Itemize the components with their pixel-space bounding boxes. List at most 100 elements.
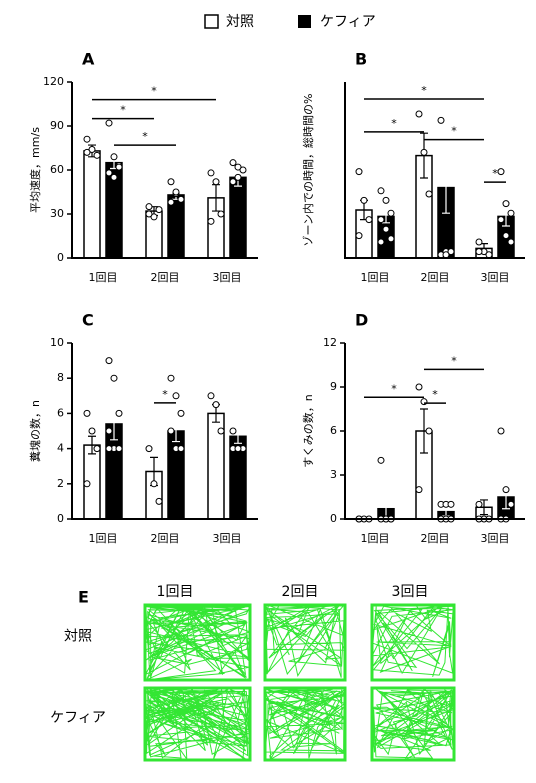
x-tick-label: 2回目 (421, 271, 450, 284)
data-point (167, 427, 175, 435)
data-point (110, 173, 118, 181)
y-tick-label: 120 (43, 75, 64, 88)
arena-border (370, 603, 456, 682)
data-point (377, 187, 385, 195)
data-point (167, 374, 175, 382)
legend-label: ケフィア (320, 14, 376, 30)
x-tick-label: 1回目 (89, 532, 118, 545)
error-bar (172, 419, 180, 443)
significance-label: * (451, 125, 457, 138)
data-point (217, 210, 225, 218)
data-point (150, 213, 158, 221)
data-point (145, 210, 153, 218)
data-point (387, 209, 395, 217)
data-point (167, 178, 175, 186)
y-tick-label: 8 (57, 371, 64, 384)
y-tick-label: 0 (330, 512, 337, 525)
data-point (234, 163, 242, 171)
data-point (105, 357, 113, 365)
arena-border (143, 603, 252, 682)
data-point (105, 445, 113, 453)
data-point (229, 159, 237, 167)
panel-label: D (355, 311, 368, 330)
data-point (155, 206, 163, 214)
data-point (105, 169, 113, 177)
error-bar (420, 408, 428, 454)
data-point (442, 251, 450, 259)
x-tick-label: 1回目 (361, 271, 390, 284)
x-tick-label: 3回目 (481, 532, 510, 545)
data-point (110, 153, 118, 161)
arena-border (143, 686, 252, 762)
arena-border (263, 686, 347, 762)
y-tick-label: 0 (57, 512, 64, 525)
y-tick-label: 60 (50, 163, 64, 176)
x-tick-label: 2回目 (151, 532, 180, 545)
data-point (207, 392, 215, 400)
axes (344, 82, 525, 259)
error-bar (442, 161, 450, 214)
y-tick-label: 4 (57, 442, 64, 455)
column-label: 3回目 (392, 584, 429, 600)
panel-label: C (82, 311, 94, 330)
significance-label: * (162, 388, 168, 401)
trajectory (371, 605, 454, 677)
data-point (420, 148, 428, 156)
data-point (475, 238, 483, 246)
x-tick-label: 3回目 (481, 271, 510, 284)
data-point (485, 251, 493, 259)
data-point (105, 427, 113, 435)
data-point (229, 427, 237, 435)
y-tick-label: 2 (57, 477, 64, 490)
panel-label: A (82, 50, 95, 69)
trajectory (264, 687, 346, 761)
data-point (502, 486, 510, 494)
data-point (83, 409, 91, 417)
data-point (93, 151, 101, 159)
data-point (217, 427, 225, 435)
data-point (110, 374, 118, 382)
data-point (88, 427, 96, 435)
data-point (83, 135, 91, 143)
significance-label: * (391, 382, 397, 395)
data-point (207, 217, 215, 225)
legend-swatch (298, 15, 311, 28)
significance-label: * (142, 130, 148, 143)
data-point (502, 232, 510, 240)
data-point (150, 480, 158, 488)
y-tick-label: 10 (50, 336, 64, 349)
data-point (507, 209, 515, 217)
significance-label: * (120, 104, 126, 117)
bar (229, 176, 247, 259)
data-point (83, 480, 91, 488)
arena-border (370, 686, 456, 762)
error-bar (110, 407, 118, 441)
row-label: ケフィア (50, 710, 106, 726)
column-label: 2回目 (282, 584, 319, 600)
data-point (239, 166, 247, 174)
data-point (212, 178, 220, 186)
trajectory (144, 604, 252, 681)
data-point (387, 235, 395, 243)
error-bar (382, 209, 390, 224)
data-point (507, 238, 515, 246)
legend-swatch (204, 14, 219, 29)
data-point (377, 238, 385, 246)
y-tick-label: 6 (57, 406, 64, 419)
arena-border (263, 603, 347, 682)
data-point (229, 178, 237, 186)
x-tick-label: 1回目 (89, 271, 118, 284)
data-point (507, 500, 515, 508)
data-point (105, 119, 113, 127)
y-tick-label: 12 (323, 336, 337, 349)
data-point (360, 196, 368, 204)
data-point (382, 196, 390, 204)
data-point (382, 225, 390, 233)
data-point (234, 173, 242, 181)
data-point (83, 148, 91, 156)
y-tick-label: 0 (57, 251, 64, 264)
y-tick-label: 30 (50, 207, 64, 220)
data-point (234, 445, 242, 453)
y-axis-label: 平均速度，mm/s (28, 127, 42, 213)
